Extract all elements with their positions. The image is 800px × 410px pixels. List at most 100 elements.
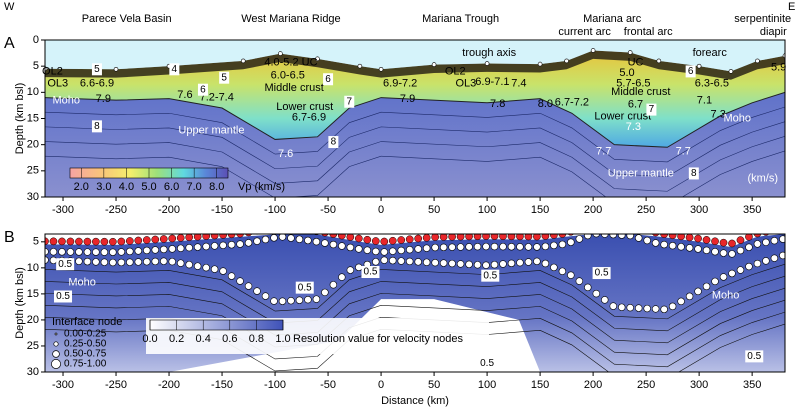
basement-node [100,248,109,256]
seafloor-node [405,235,414,244]
ocean-node [357,63,363,69]
seafloor-node [49,237,58,246]
moho-node [558,267,567,275]
moho-node [668,302,677,311]
moho-node [338,273,346,281]
layer-label: 6.0-6.5 [271,69,305,81]
basement-node [278,234,287,241]
basement-node [719,249,728,257]
ocean-node [378,67,384,72]
y-tick-label: 5 [33,236,39,248]
colorbar-tick-label: 5.0 [141,181,156,193]
y-tick-label: 15 [27,288,39,300]
moho-node [261,292,270,300]
moho-node [694,287,702,296]
seafloor-node [397,236,406,244]
moho-node [567,271,575,279]
contour-label: 8 [331,137,337,148]
moho-node [219,267,227,275]
layer-label: 7.8 [490,98,505,110]
x-tick-label: 250 [637,204,655,216]
sediment [45,50,785,80]
legend-label: 0.25-0.50 [64,339,107,350]
ocean-node [431,62,437,67]
ocean-node [728,69,734,74]
ocean-node [564,58,569,64]
colorbar-label: Resolution value for velocity nodes [293,333,463,345]
moho-node [753,259,762,268]
layer-label: Upper mantle [608,167,674,179]
contour-label: 8 [94,121,100,132]
contour-label-box [323,73,334,86]
x-tick-label: -250 [105,204,127,216]
colorbar-tick-label: 0.0 [142,333,157,345]
basement-node [685,244,694,252]
seafloor-node [524,234,533,241]
basement-node [304,236,312,245]
seafloor-node [202,234,210,240]
legend-marker [53,341,59,347]
seafloor-node [176,234,185,242]
seafloor-node [448,234,456,241]
y-tick-label: 20 [27,139,39,151]
basement-node [490,242,499,251]
moho-node [287,297,295,305]
ocean-node [113,67,119,72]
seafloor-node [745,234,753,241]
seafloor-node [321,234,329,237]
moho-node [719,273,728,281]
layer-label: 7.3 [711,109,726,121]
seafloor-node [422,234,431,242]
layer-label: 5.0 [619,67,634,79]
moho-node [312,295,321,303]
basement-node [634,234,643,242]
contour-label: 6 [688,66,694,77]
seafloor-node [210,234,219,240]
region-label: Mariana arc [583,13,642,25]
basement-node [346,243,355,252]
ocean-node [696,63,702,69]
x-tick-label: -50 [320,204,336,216]
x-tick-label: -100 [264,379,286,391]
colorbar-tick-label: 0.4 [196,333,211,345]
seafloor-node [168,234,177,243]
moho-node [100,258,109,266]
x-tick-label: 0 [378,204,384,216]
moho-node [329,281,338,289]
panel-letter: A [4,35,15,52]
seafloor-node [558,234,567,238]
moho-line [45,91,785,148]
moho-node [482,261,490,269]
moho-node [185,260,193,269]
y-axis-label: Depth (km bsl) [14,267,26,339]
seafloor-node [465,234,473,241]
moho-node [346,266,355,274]
basement-node [321,239,329,247]
legend-label: 0.75-1.00 [64,359,107,370]
seafloor-node [490,234,499,241]
layer-label: forearc [693,47,728,59]
x-tick-label: 50 [428,204,440,216]
layer-label: 7.4 [511,77,526,89]
moho-node [524,258,533,266]
basement-node [482,242,490,251]
basement-node [439,243,448,252]
seafloor-node [584,222,591,229]
layer-label: 6.6-6.9 [80,77,114,89]
layer-label: Lower crust [594,110,651,122]
basement-node [448,243,456,251]
seafloor-node [431,234,439,241]
layer-label: Moho [52,95,80,107]
moho-node [533,257,541,266]
contour-label: 0.5 [58,259,72,270]
seafloor-node [254,234,260,235]
moho-node [702,282,711,291]
seafloor-node [694,234,702,243]
contour-label-box [169,63,180,76]
contour-label-box [295,281,314,294]
layer-label: 6.9-7.1 [475,76,509,88]
basement-node [762,238,770,246]
basement-node [524,243,533,251]
contour-label: 0.5 [298,282,312,293]
basement-node [244,239,253,247]
